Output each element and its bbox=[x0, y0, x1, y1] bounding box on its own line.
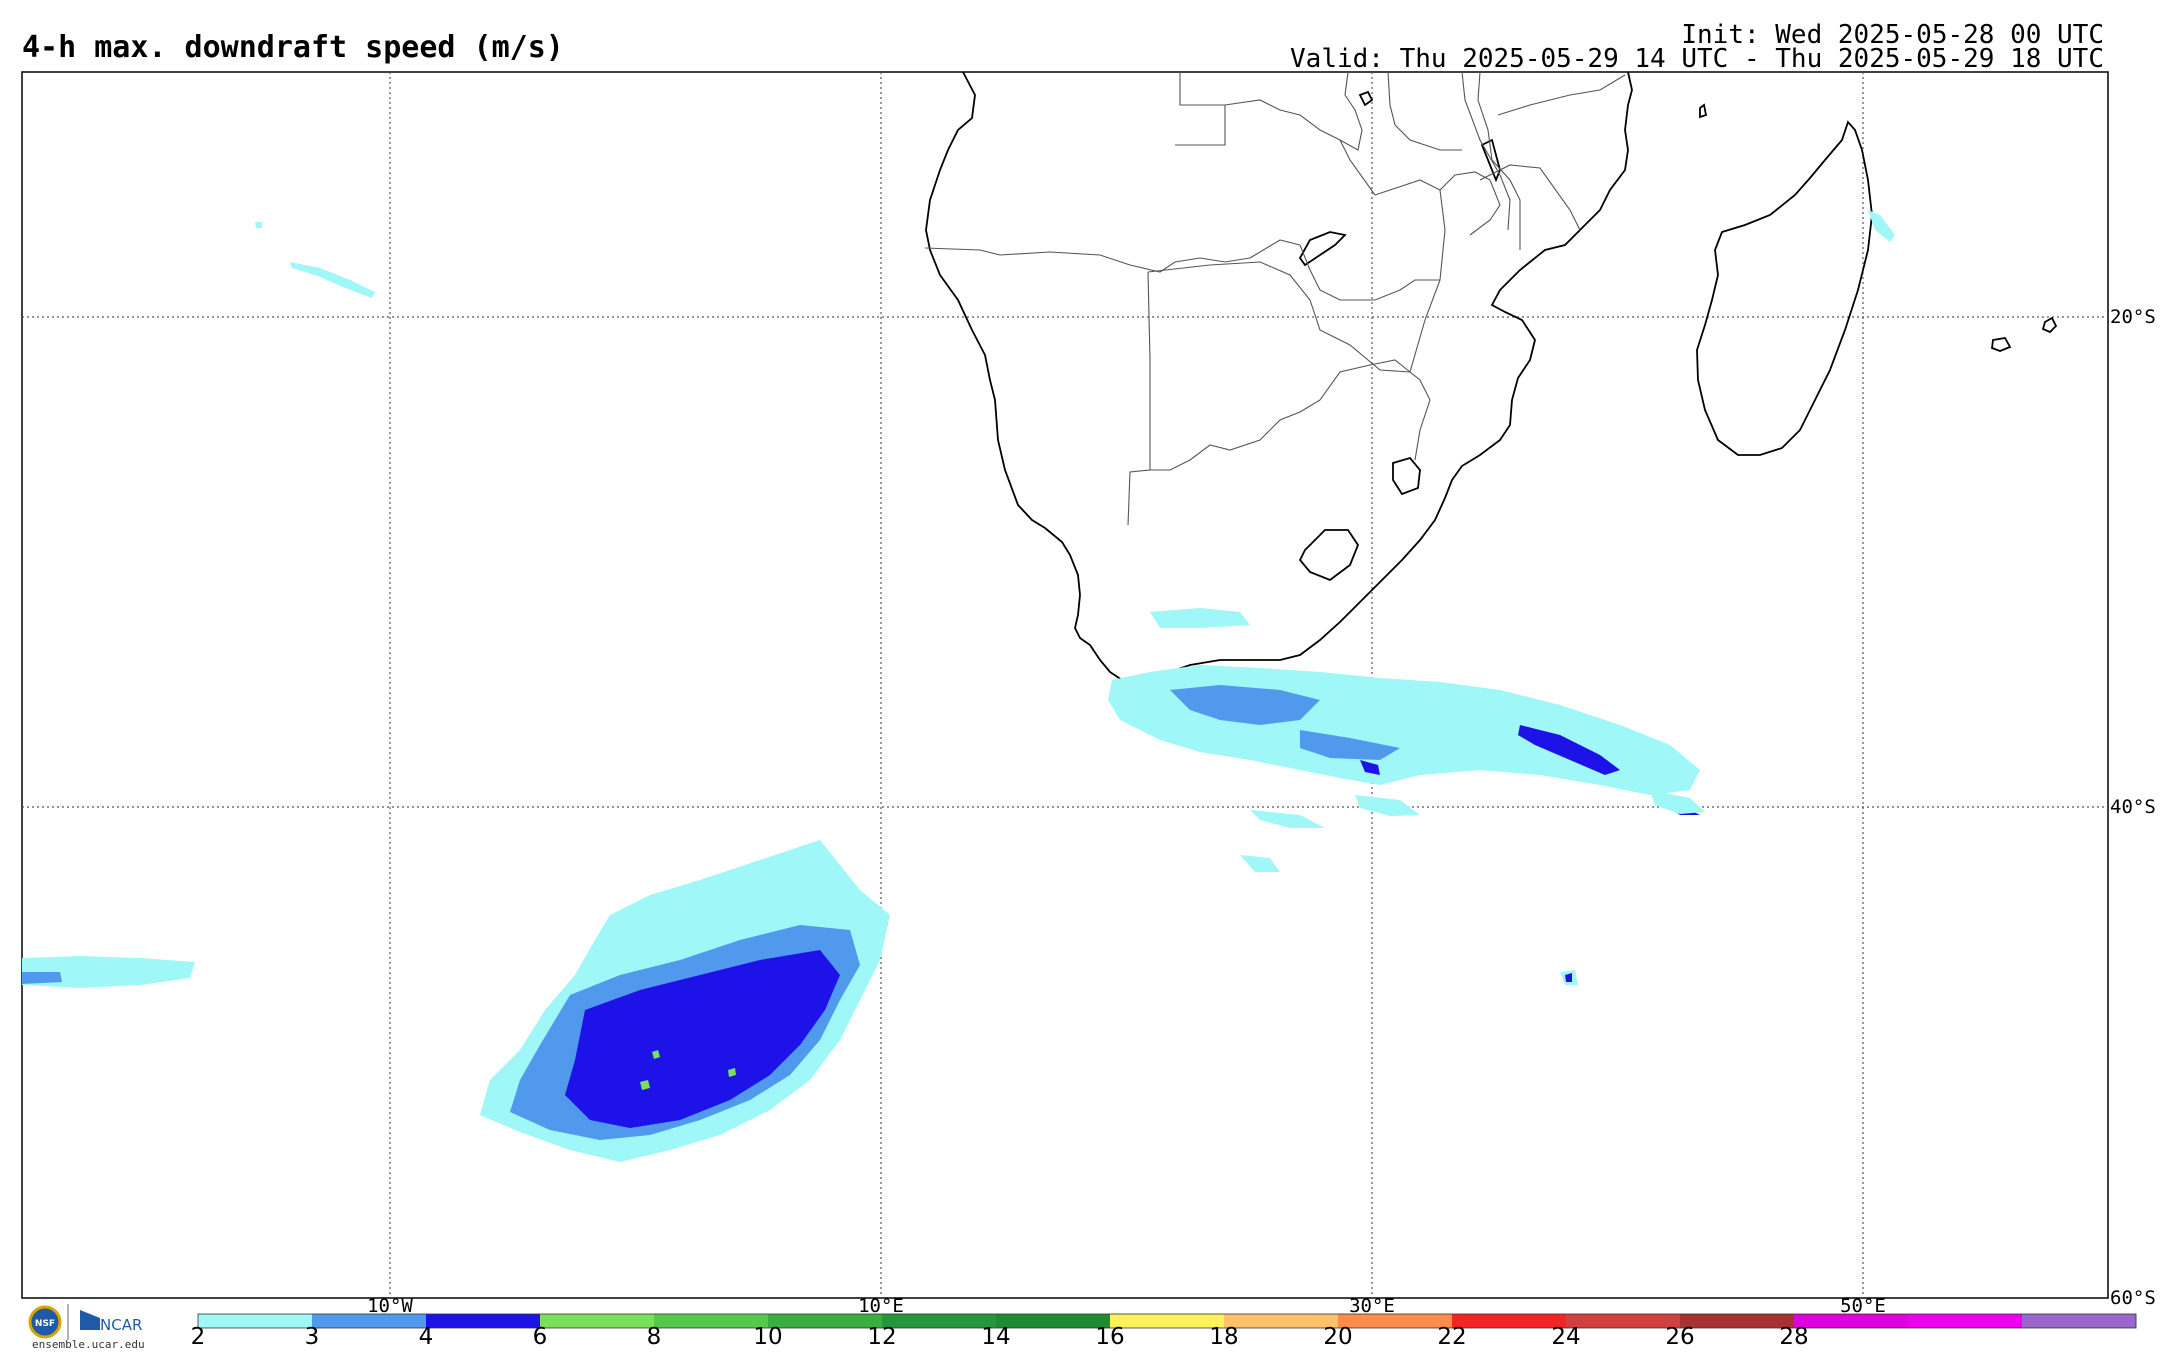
map-frame bbox=[21, 71, 2109, 1299]
colorbar-tick-label: 3 bbox=[305, 1324, 320, 1350]
site-url: ensemble.ucar.edu bbox=[32, 1338, 145, 1351]
colorbar-tick-label: 22 bbox=[1437, 1324, 1466, 1350]
downdraft-field bbox=[22, 210, 1895, 1162]
eswatini bbox=[1392, 456, 1421, 496]
nsf-logo-text: NSF bbox=[35, 1319, 55, 1329]
map-title: 4-h max. downdraft speed (m/s) bbox=[22, 30, 564, 65]
africa-coastline bbox=[925, 71, 1633, 681]
colorbar-tick-label: 10 bbox=[753, 1324, 782, 1350]
lon-label-10e: 10°E bbox=[858, 1295, 904, 1317]
shade-4-spot-g bbox=[1565, 973, 1572, 982]
lat-label-40s: 40°S bbox=[2110, 796, 2156, 818]
colorbar-swatch bbox=[996, 1314, 1111, 1328]
colorbar-border bbox=[197, 1313, 2137, 1329]
colorbar-swatch bbox=[1566, 1314, 1681, 1328]
colorbar-tick-label: 18 bbox=[1209, 1324, 1238, 1350]
colorbar-tick-label: 6 bbox=[533, 1324, 548, 1350]
colorbar-swatch bbox=[426, 1314, 541, 1328]
comoros bbox=[1699, 103, 1708, 119]
coastlines bbox=[925, 71, 2058, 681]
colorbar-tick-label: 16 bbox=[1095, 1324, 1124, 1350]
shade-3-band-east-b bbox=[1300, 730, 1400, 760]
shade-6-spot-sw-c bbox=[652, 1050, 660, 1059]
shade-2-fringe bbox=[1150, 608, 1250, 628]
init-time: Init: Wed 2025-05-28 00 UTC bbox=[1681, 20, 2104, 50]
colorbar-swatch bbox=[1794, 1314, 1909, 1328]
lon-label-50e: 50°E bbox=[1840, 1295, 1886, 1317]
shade-2-spot-c bbox=[1250, 810, 1325, 828]
lat-label-60s: 60°S bbox=[2110, 1287, 2156, 1309]
nsf-logo: NSF bbox=[28, 1305, 62, 1339]
shade-4-spot-a bbox=[1360, 760, 1380, 775]
valid-time: Valid: Thu 2025-05-29 14 UTC - Thu 2025-… bbox=[1290, 44, 2104, 74]
colorbar-swatch bbox=[198, 1314, 313, 1328]
shade-2-tail bbox=[1650, 790, 1705, 814]
colorbar-swatch bbox=[1224, 1314, 1339, 1328]
shade-2-spot-d bbox=[1240, 855, 1280, 872]
shade-2-nw-specks bbox=[290, 262, 375, 298]
lake-victoria bbox=[1358, 90, 1374, 107]
shade-2-nw-speck-2 bbox=[255, 222, 262, 228]
colorbar-tick-label: 14 bbox=[981, 1324, 1010, 1350]
colorbar-swatch bbox=[1338, 1314, 1453, 1328]
lake-malawi bbox=[1480, 138, 1501, 183]
colorbar-tick-label: 24 bbox=[1551, 1324, 1580, 1350]
colorbar-swatch bbox=[2022, 1314, 2137, 1328]
ncar-logo: NCAR bbox=[80, 1310, 142, 1334]
ncar-logo-text: NCAR bbox=[100, 1316, 142, 1334]
colorbar-tick-label: 4 bbox=[419, 1324, 434, 1350]
colorbar-swatch bbox=[1452, 1314, 1567, 1328]
colorbar-swatch bbox=[768, 1314, 883, 1328]
shade-2-spot-e bbox=[1355, 795, 1420, 816]
colorbar-swatch bbox=[654, 1314, 769, 1328]
colorbar-tick-label: 26 bbox=[1665, 1324, 1694, 1350]
shade-6-spot-sw-a bbox=[640, 1080, 650, 1090]
colorbar-swatch bbox=[1680, 1314, 1795, 1328]
colorbar-tick-label: 28 bbox=[1779, 1324, 1808, 1350]
colorbar-tick-label: 20 bbox=[1323, 1324, 1352, 1350]
lake-kariba bbox=[1298, 231, 1347, 267]
lat-label-20s: 20°S bbox=[2110, 306, 2156, 328]
colorbar-swatch bbox=[1110, 1314, 1225, 1328]
colorbar-ticks: 2 3 4 6 8 10 12 14 16 18 20 22 24 26 28 bbox=[191, 1324, 1809, 1350]
colorbar-swatch bbox=[540, 1314, 655, 1328]
colorbar-swatch bbox=[312, 1314, 427, 1328]
shade-4-blob-sw bbox=[565, 950, 840, 1128]
shade-6-spot-sw-b bbox=[728, 1068, 736, 1077]
colorbar-swatch bbox=[882, 1314, 997, 1328]
lon-label-30e: 30°E bbox=[1349, 1295, 1395, 1317]
madagascar-coastline bbox=[1696, 120, 1873, 456]
mauritius bbox=[1991, 337, 2012, 352]
shade-2-madagascar-speck bbox=[1868, 210, 1895, 242]
graticule bbox=[22, 72, 2108, 1298]
reunion bbox=[2041, 316, 2058, 334]
lon-label-10w: 10°W bbox=[367, 1295, 413, 1317]
borders bbox=[924, 71, 1626, 526]
shade-3-west-band bbox=[22, 972, 62, 984]
colorbar bbox=[197, 1313, 2137, 1329]
shade-3-band-east bbox=[1170, 685, 1320, 725]
colorbar-swatch bbox=[1908, 1314, 2023, 1328]
shade-4-band-east bbox=[1518, 725, 1620, 775]
colorbar-tick-label: 2 bbox=[191, 1324, 206, 1350]
colorbar-tick-label: 8 bbox=[647, 1324, 662, 1350]
shade-2-west-band bbox=[22, 956, 195, 988]
colorbar-tick-label: 12 bbox=[867, 1324, 896, 1350]
lesotho bbox=[1298, 529, 1360, 582]
graticule-labels: 10°W 10°E 30°E 50°E 20°S 40°S 60°S bbox=[367, 306, 2156, 1317]
